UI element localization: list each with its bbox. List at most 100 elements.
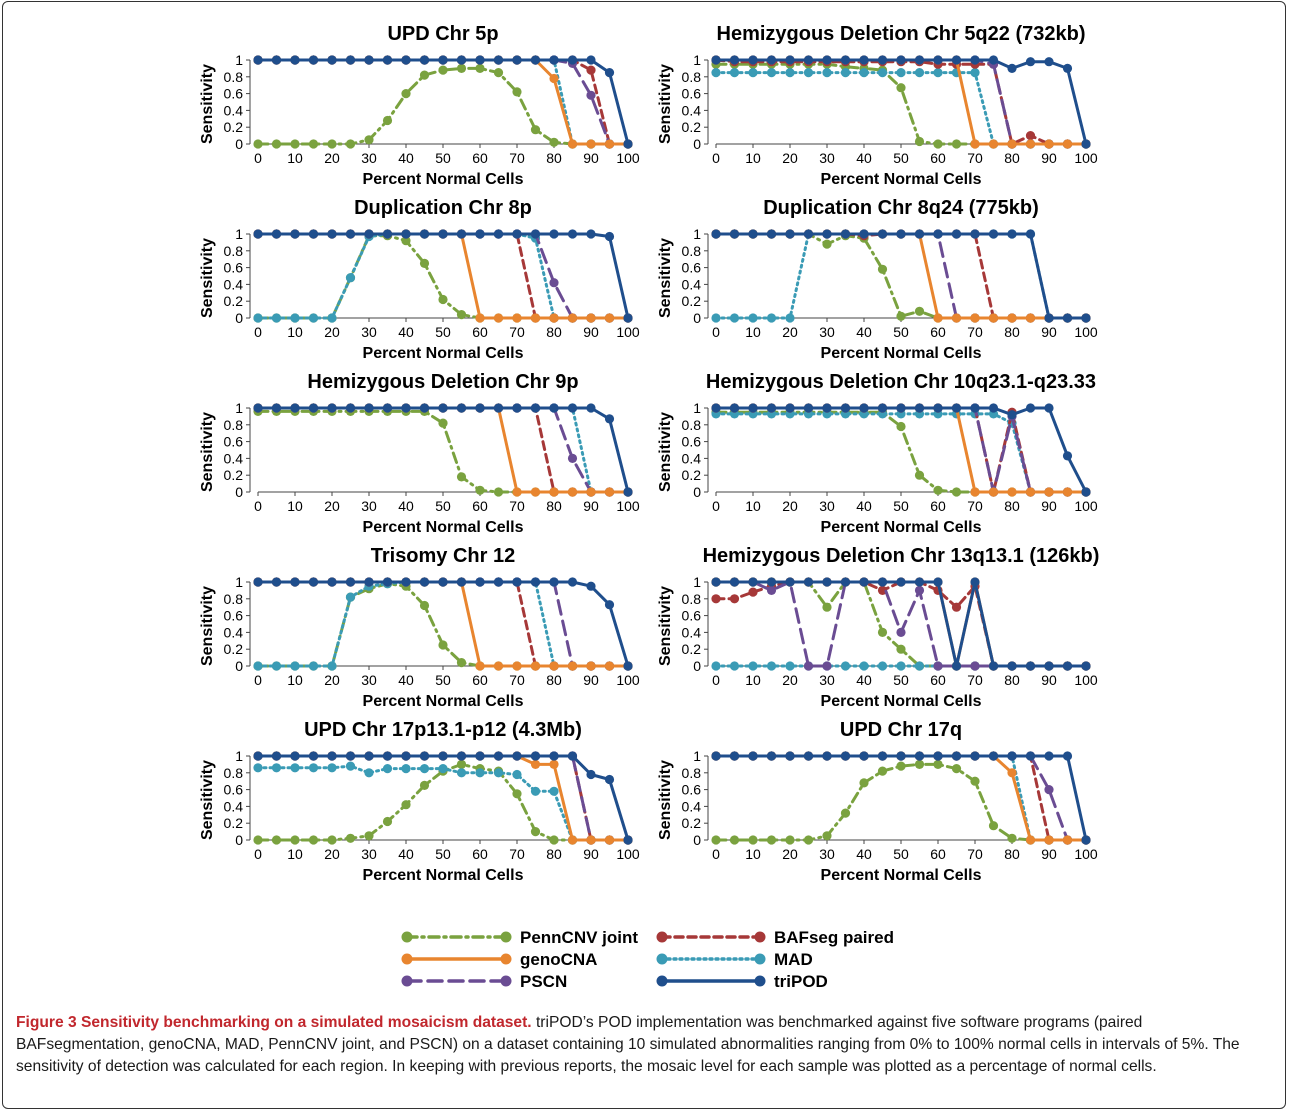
y-tick-label: 0.6 [682,434,702,450]
x-tick-label: 70 [967,324,983,340]
legend-marker [656,953,668,965]
data-point [914,470,925,480]
legend-label: triPOD [774,972,828,991]
y-tick-label: 1 [693,748,701,764]
data-point [914,229,925,239]
data-point [970,403,980,413]
data-point [914,661,925,671]
data-point [438,751,448,761]
legend-marker [401,931,413,943]
x-tick-label: 10 [745,498,761,514]
data-point [840,751,851,761]
data-point [859,778,869,788]
data-point [988,751,999,761]
data-point [859,68,869,78]
y-tick-label: 0 [693,484,701,500]
data-point [327,577,337,587]
data-point [290,751,300,761]
data-point [711,751,721,761]
data-point [567,577,578,587]
series-line [714,406,1088,494]
data-point [766,403,777,413]
data-point [475,403,485,413]
data-point [840,229,851,239]
data-point [951,661,962,671]
legend: PennCNV joint BAFseg paired genoCNA MAD PSCN… [401,928,894,991]
data-point [567,487,578,497]
y-tick-label: 0.8 [224,69,244,85]
legend-marker [754,953,766,965]
x-tick-label: 50 [435,672,451,688]
data-point [1062,63,1073,73]
series-line [256,582,630,668]
data-point [567,403,578,413]
data-point [364,229,374,239]
panel-title: Duplication Chr 8q24 (775kb) [763,197,1039,219]
data-point [1081,487,1091,497]
data-point [1025,229,1036,239]
data-point [785,751,795,761]
data-point [401,55,411,65]
x-tick-label: 100 [616,150,640,166]
data-point [1007,487,1017,497]
y-tick-label: 1 [235,226,243,242]
legend-marker [754,931,766,943]
x-tick-label: 90 [1041,672,1057,688]
data-point [970,68,980,78]
y-tick-label: 0.2 [224,467,244,483]
x-tick-label: 60 [472,324,488,340]
x-tick-label: 40 [398,672,414,688]
data-point [438,640,448,650]
y-tick-label: 0.8 [682,69,702,85]
x-tick-label: 20 [782,324,798,340]
data-point [951,403,962,413]
data-point [604,231,615,242]
data-point [951,487,962,497]
data-point [271,751,282,761]
data-point [988,821,999,831]
data-point [1025,139,1036,149]
data-point [530,229,541,239]
data-point [785,661,795,671]
data-point [549,835,559,845]
data-point [1081,139,1091,149]
data-point [290,577,300,587]
data-point [493,768,504,778]
x-tick-label: 10 [287,150,303,166]
data-point [623,313,633,323]
data-point [345,833,356,843]
data-point [623,139,633,149]
data-point [586,487,596,497]
data-point [327,313,337,323]
data-point [1007,63,1017,73]
data-point [271,763,282,773]
data-point [1044,661,1054,671]
series-line [256,762,630,842]
data-point [549,403,559,413]
data-point [914,136,925,147]
data-point [748,661,758,671]
data-point [988,55,999,65]
legend-label: genoCNA [520,950,597,969]
data-point [1025,131,1036,141]
data-point [896,229,906,239]
x-tick-label: 30 [361,672,377,688]
data-point [970,776,980,786]
x-tick-label: 80 [1004,846,1020,862]
data-point [308,313,319,323]
x-tick-label: 80 [1004,498,1020,514]
series-line [714,406,1088,494]
data-point [586,835,596,845]
data-point [456,55,467,65]
data-point [512,229,522,239]
data-point [877,55,888,65]
series-line [256,580,630,668]
data-point [456,751,467,761]
legend-marker [754,975,766,987]
x-tick-label: 90 [583,846,599,862]
y-tick-label: 0.2 [682,641,702,657]
data-point [549,55,559,65]
data-point [914,55,925,65]
data-point [914,403,925,413]
data-point [951,55,962,65]
